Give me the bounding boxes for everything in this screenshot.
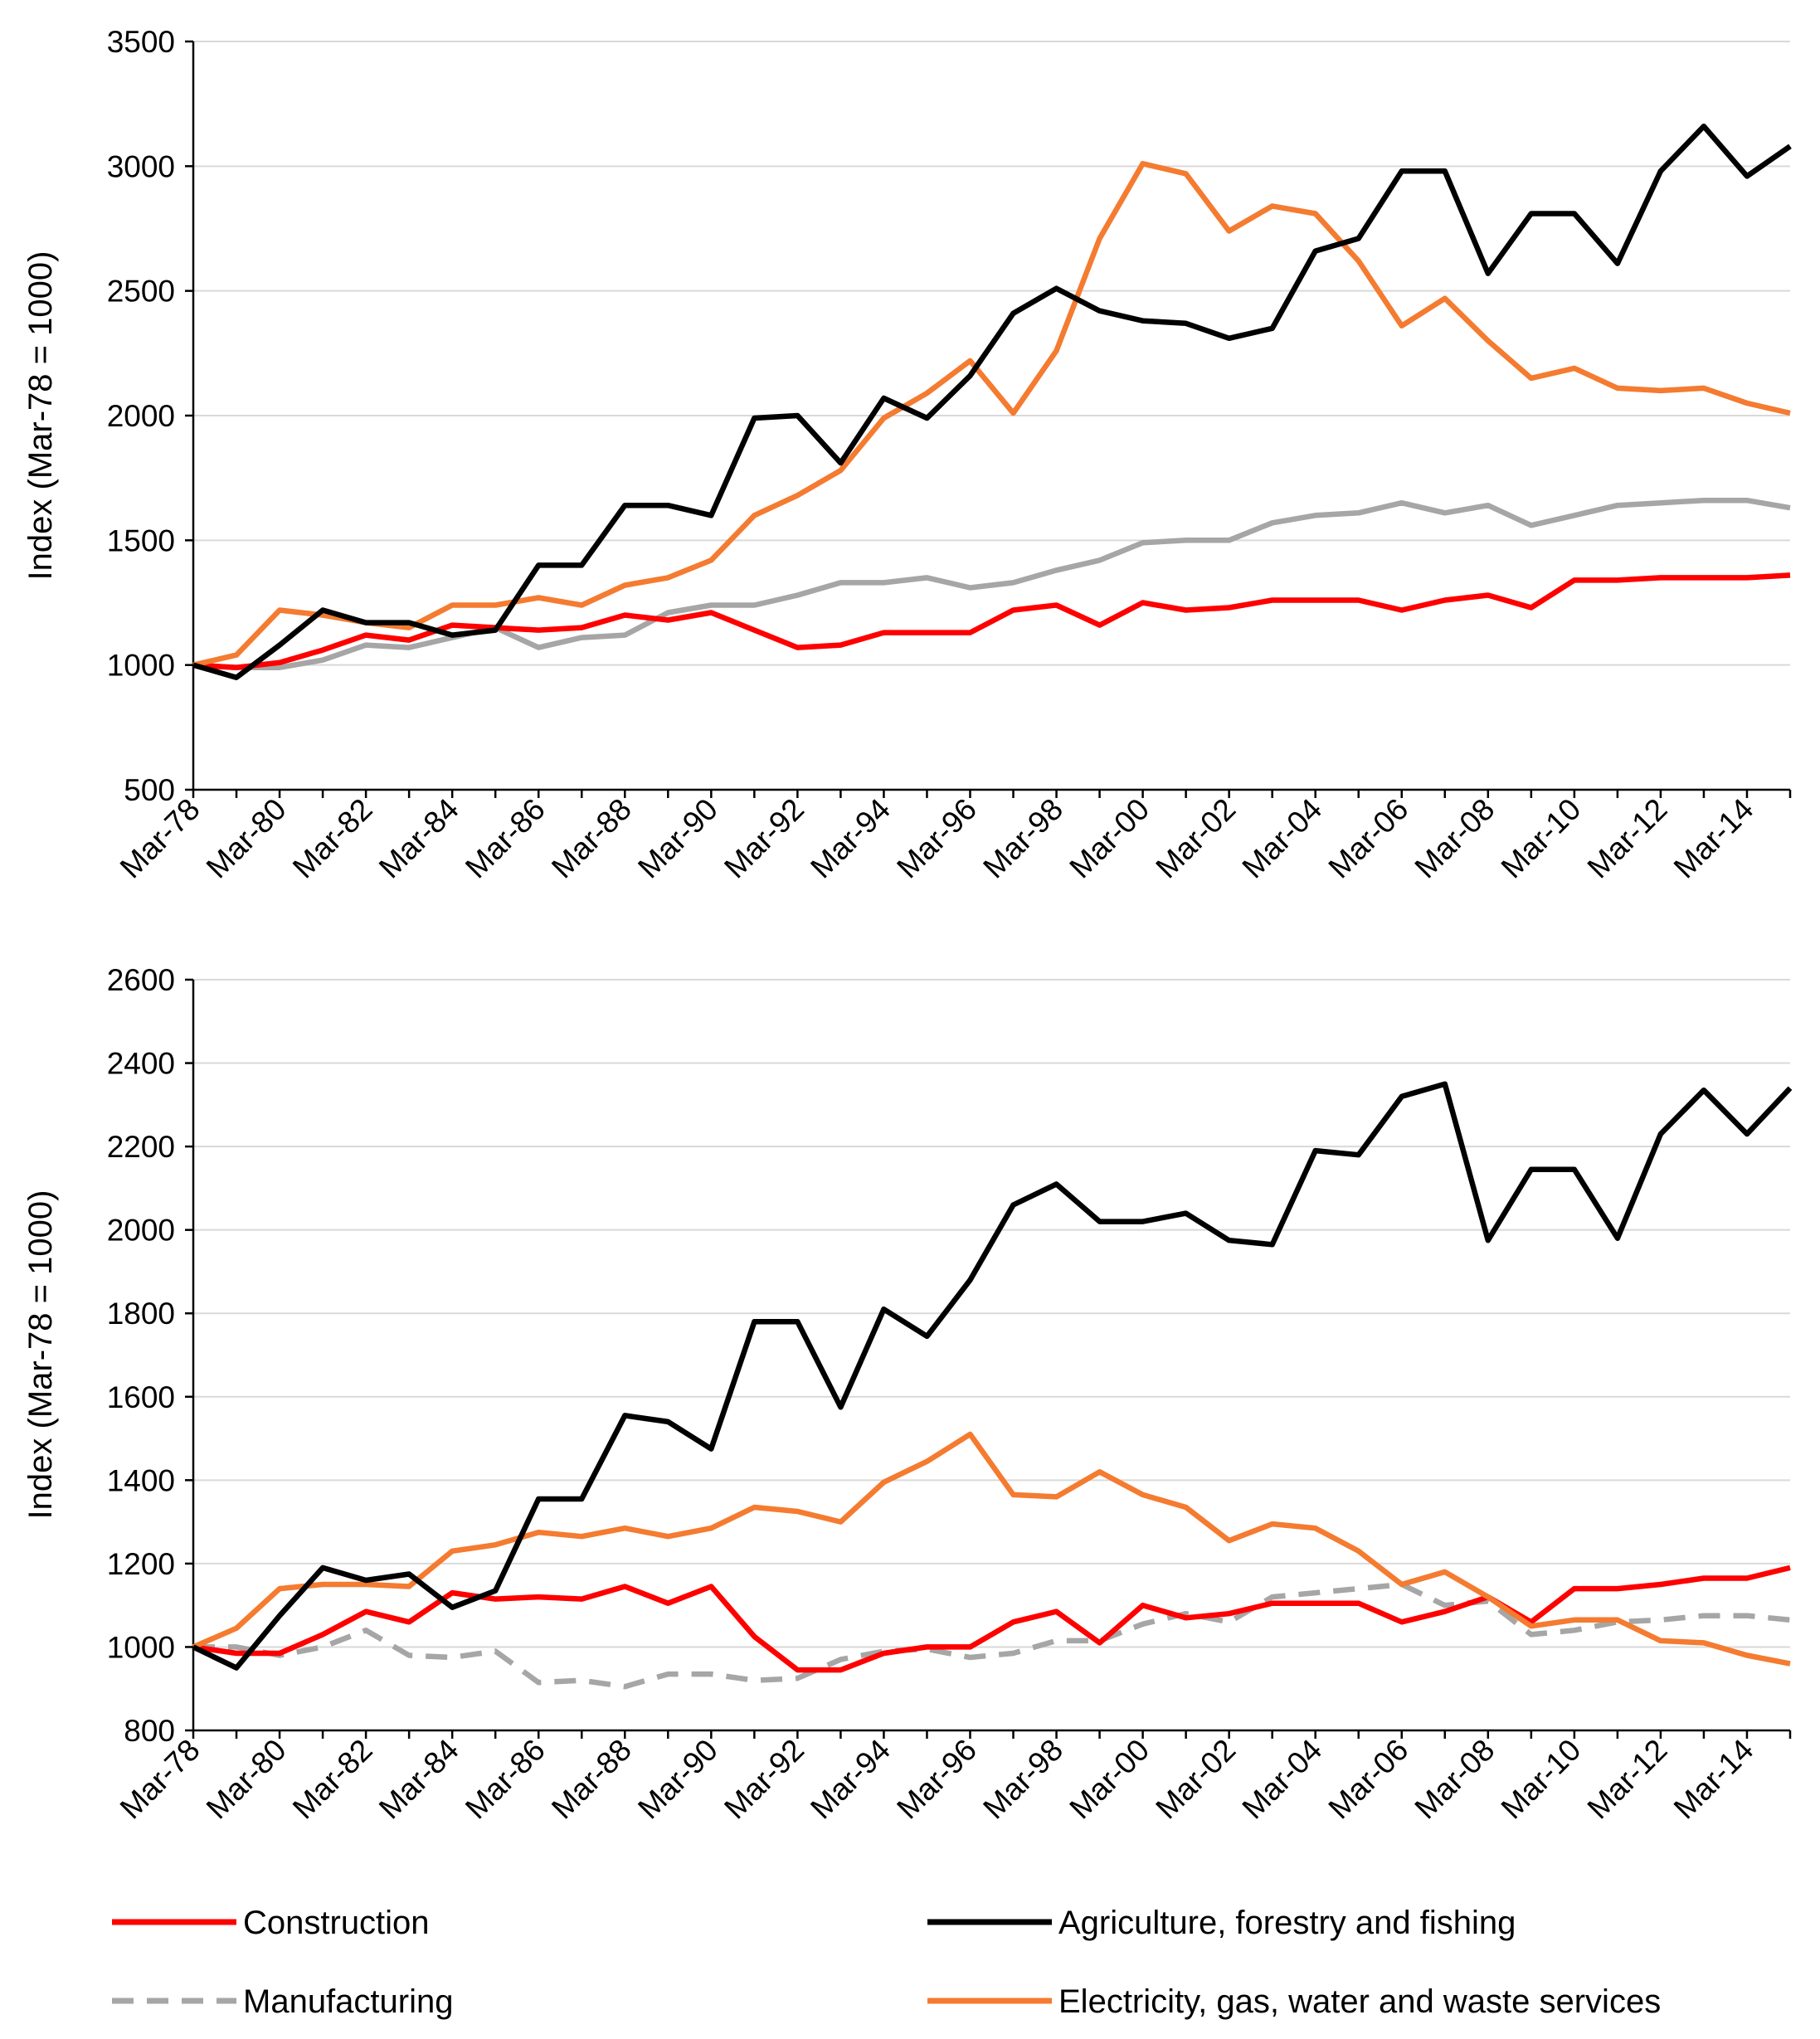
x-tick-label: Mar-86 — [459, 1733, 552, 1826]
y-tick-label: 1600 — [107, 1380, 175, 1414]
x-tick-label: Mar-84 — [372, 1733, 465, 1826]
x-tick-label: Mar-96 — [890, 1733, 983, 1826]
x-tick-label: Mar-06 — [1322, 1733, 1415, 1826]
legend-label: Construction — [243, 1905, 430, 1941]
x-tick-label: Mar-82 — [286, 1733, 379, 1826]
y-tick-label: 3000 — [107, 149, 175, 183]
x-tick-label: Mar-86 — [459, 792, 552, 885]
x-tick-label: Mar-84 — [372, 792, 465, 885]
x-tick-label: Mar-06 — [1322, 792, 1415, 885]
x-tick-label: Mar-88 — [545, 792, 638, 885]
y-tick-label: 800 — [124, 1714, 175, 1748]
x-tick-label: Mar-96 — [890, 792, 983, 885]
y-tick-label: 1500 — [107, 523, 175, 557]
series-line-electricity-gas-water-and-waste-services — [192, 1431, 1791, 1667]
x-tick-label: Mar-80 — [200, 792, 293, 885]
x-tick-label: Mar-10 — [1495, 792, 1588, 885]
x-tick-label: Mar-02 — [1149, 1733, 1242, 1826]
y-tick-label: 2000 — [107, 1214, 175, 1248]
series-line-electricity-gas-water-and-waste-services — [192, 161, 1791, 668]
y-tick-label: 1000 — [107, 1630, 175, 1664]
x-tick-label: Mar-88 — [545, 1733, 638, 1826]
series-line-construction — [192, 1565, 1791, 1673]
y-tick-label: 2600 — [107, 963, 175, 997]
legend-item: Manufacturing — [112, 1983, 453, 2020]
x-tick-label: Mar-04 — [1235, 1733, 1328, 1826]
y-tick-label: 2400 — [107, 1047, 175, 1081]
series-line-agriculture-forestry-and-fishing — [192, 1081, 1793, 1671]
gridlines — [193, 979, 1790, 1648]
legend-label: Agriculture, forestry and fishing — [1058, 1905, 1516, 1941]
legend-item: Construction — [112, 1905, 430, 1941]
x-tick-label: Mar-90 — [631, 792, 724, 885]
x-tick-label: Mar-14 — [1667, 792, 1760, 885]
x-tick-label: Mar-80 — [200, 1733, 293, 1826]
y-tick-label: 500 — [124, 773, 175, 807]
x-tick-label: Mar-98 — [976, 1733, 1069, 1826]
x-tick-label: Mar-12 — [1581, 1733, 1674, 1826]
x-tick-label: Mar-08 — [1409, 1733, 1501, 1826]
legend-item: Agriculture, forestry and fishing — [927, 1905, 1516, 1941]
x-tick-label: Mar-12 — [1581, 792, 1674, 885]
gridlines — [193, 41, 1790, 666]
y-tick-label: 2000 — [107, 399, 175, 433]
bottom-chart: 800 1000 1200 1400 1600 1800 2000 2200 2400 2600 M… — [22, 963, 1793, 1826]
legend: Construction Agriculture, forestry and fi… — [112, 1905, 1661, 2020]
x-tick-label: Mar-94 — [804, 792, 897, 885]
series-line-manufacturing — [192, 497, 1791, 670]
x-tick-label: Mar-14 — [1667, 1733, 1760, 1826]
x-tick-label: Mar-94 — [804, 1733, 897, 1826]
y-tick-label: 3500 — [107, 25, 175, 59]
y-tick-label: 1400 — [107, 1463, 175, 1497]
x-tick-label: Mar-92 — [718, 792, 810, 885]
y-tick-label: 1200 — [107, 1547, 175, 1581]
x-tick-label: Mar-92 — [718, 1733, 810, 1826]
series-line-agriculture-forestry-and-fishing — [192, 123, 1792, 680]
y-tick-label: 2200 — [107, 1130, 175, 1164]
x-tick-label: Mar-98 — [976, 792, 1069, 885]
x-tick-label: Mar-00 — [1063, 1733, 1156, 1826]
x-tick-label: Mar-08 — [1409, 792, 1501, 885]
x-tick-label: Mar-10 — [1495, 1733, 1588, 1826]
y-tick-label: 1800 — [107, 1297, 175, 1331]
y-axis-label: Index (Mar-78 = 1000) — [22, 1190, 59, 1520]
legend-label: Electricity, gas, water and waste servic… — [1058, 1983, 1661, 2020]
x-tick-label: Mar-04 — [1235, 792, 1328, 885]
y-tick-label: 2500 — [107, 275, 175, 309]
top-chart: 500100015002000250030003500Mar-78Mar-80M… — [22, 25, 1792, 885]
series-line-construction — [192, 572, 1791, 670]
y-tick-label: 1000 — [107, 649, 175, 683]
x-tick-label: Mar-82 — [286, 792, 379, 885]
x-tick-label: Mar-00 — [1063, 792, 1156, 885]
x-tick-label: Mar-02 — [1149, 792, 1242, 885]
x-tick-label: Mar-90 — [631, 1733, 724, 1826]
legend-label: Manufacturing — [243, 1983, 453, 2020]
y-axis-label: Index (Mar-78 = 1000) — [22, 251, 59, 581]
legend-item: Electricity, gas, water and waste servic… — [927, 1983, 1661, 2020]
